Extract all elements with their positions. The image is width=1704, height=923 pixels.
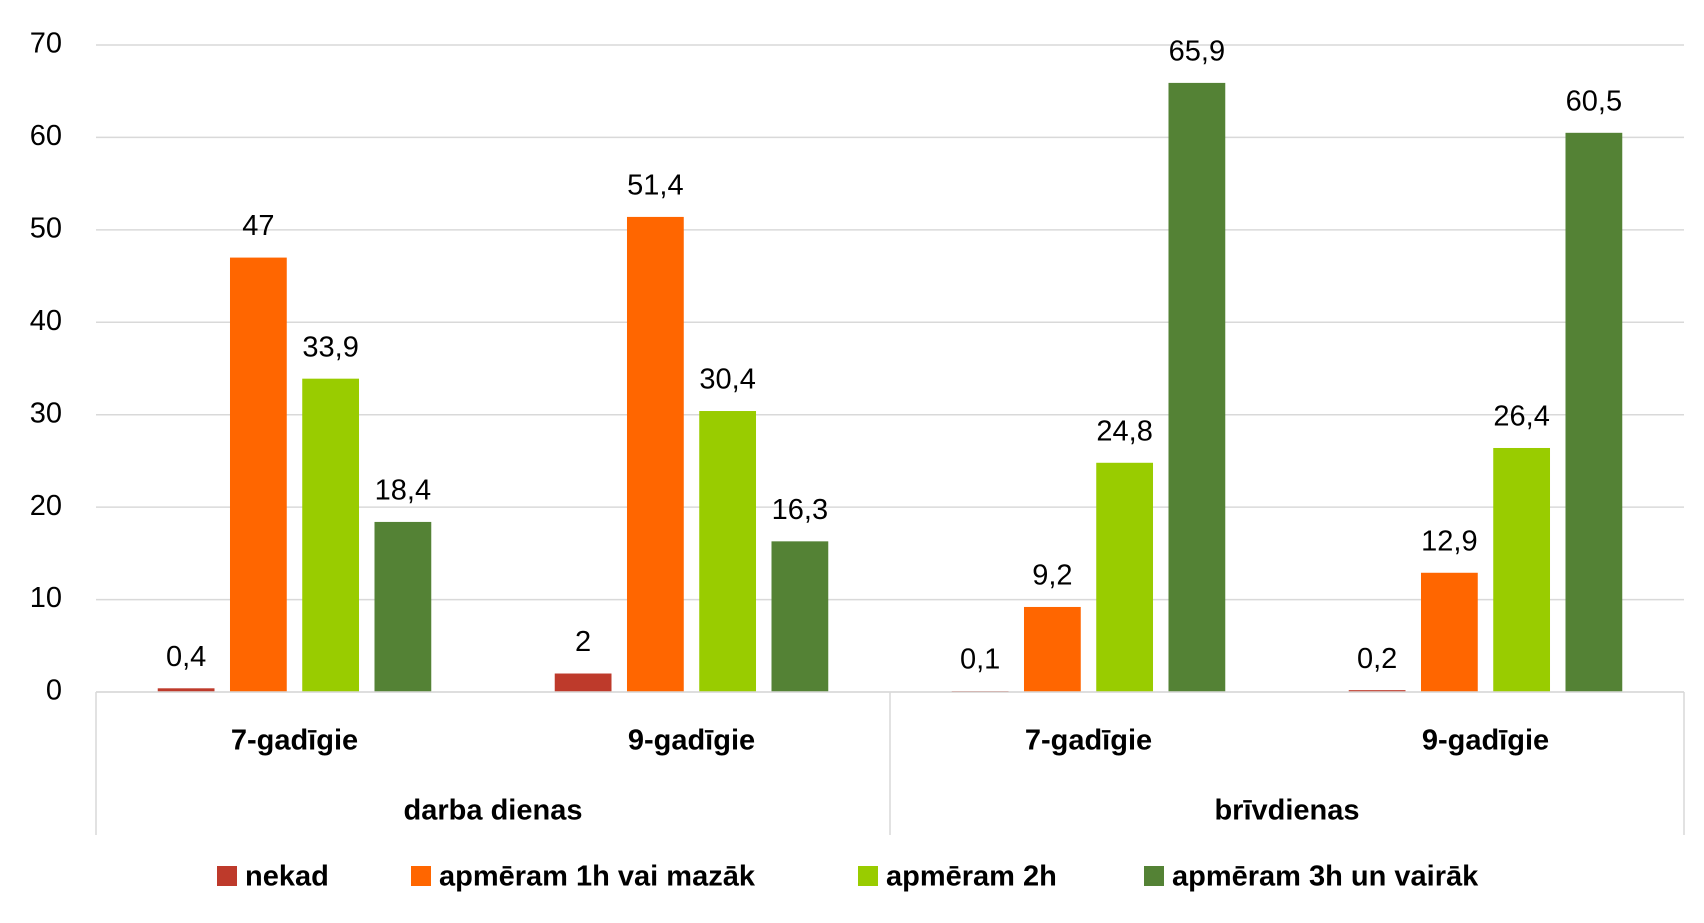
value-label: 30,4 <box>699 364 755 396</box>
bar <box>157 688 215 692</box>
value-label: 60,5 <box>1566 85 1622 117</box>
bar <box>1168 82 1226 693</box>
value-label: 26,4 <box>1493 401 1549 433</box>
legend-label: apmēram 1h vai mazāk <box>439 861 756 893</box>
bar <box>554 673 612 692</box>
value-label: 24,8 <box>1096 415 1152 447</box>
y-tick-label: 0 <box>46 675 62 707</box>
bar <box>1023 606 1081 692</box>
bar <box>1493 447 1551 692</box>
value-label: 2 <box>575 626 591 658</box>
group-label: darba dienas <box>404 795 583 827</box>
bar <box>1565 132 1623 693</box>
value-label: 0,4 <box>166 641 206 673</box>
bar <box>626 216 684 692</box>
legend-label: apmēram 3h un vairāk <box>1172 861 1479 893</box>
y-tick-label: 50 <box>30 213 62 245</box>
bar <box>1096 462 1154 692</box>
y-tick-label: 10 <box>30 582 62 614</box>
value-label: 16,3 <box>772 494 828 526</box>
y-tick-label: 20 <box>30 490 62 522</box>
value-label: 9,2 <box>1032 560 1072 592</box>
x-tick-label: 9-gadīgie <box>1422 725 1549 757</box>
bar <box>1348 690 1406 692</box>
y-tick-label: 60 <box>30 120 62 152</box>
x-tick-label: 7-gadīgie <box>1025 725 1152 757</box>
bar <box>1420 572 1478 692</box>
x-tick-label: 7-gadīgie <box>231 725 358 757</box>
legend-label: nekad <box>245 861 329 893</box>
value-label: 51,4 <box>627 170 683 202</box>
value-label: 18,4 <box>375 475 431 507</box>
group-label: brīvdienas <box>1214 795 1359 827</box>
bar <box>302 378 360 692</box>
legend-swatch <box>1144 866 1164 886</box>
legend-swatch <box>411 866 431 886</box>
value-label: 0,1 <box>960 644 1000 676</box>
value-label: 12,9 <box>1421 525 1477 557</box>
y-tick-label: 40 <box>30 305 62 337</box>
legend-label: apmēram 2h <box>886 861 1057 893</box>
bar <box>771 541 829 692</box>
value-label: 47 <box>242 210 274 242</box>
y-tick-label: 30 <box>30 397 62 429</box>
y-tick-label: 70 <box>30 28 62 60</box>
bar <box>699 411 757 692</box>
legend-swatch <box>858 866 878 886</box>
bar <box>229 257 287 692</box>
bar <box>374 521 432 692</box>
legend-swatch <box>217 866 237 886</box>
value-label: 65,9 <box>1169 36 1225 68</box>
value-label: 33,9 <box>302 331 358 363</box>
value-label: 0,2 <box>1357 643 1397 675</box>
x-tick-label: 9-gadīgie <box>628 725 755 757</box>
